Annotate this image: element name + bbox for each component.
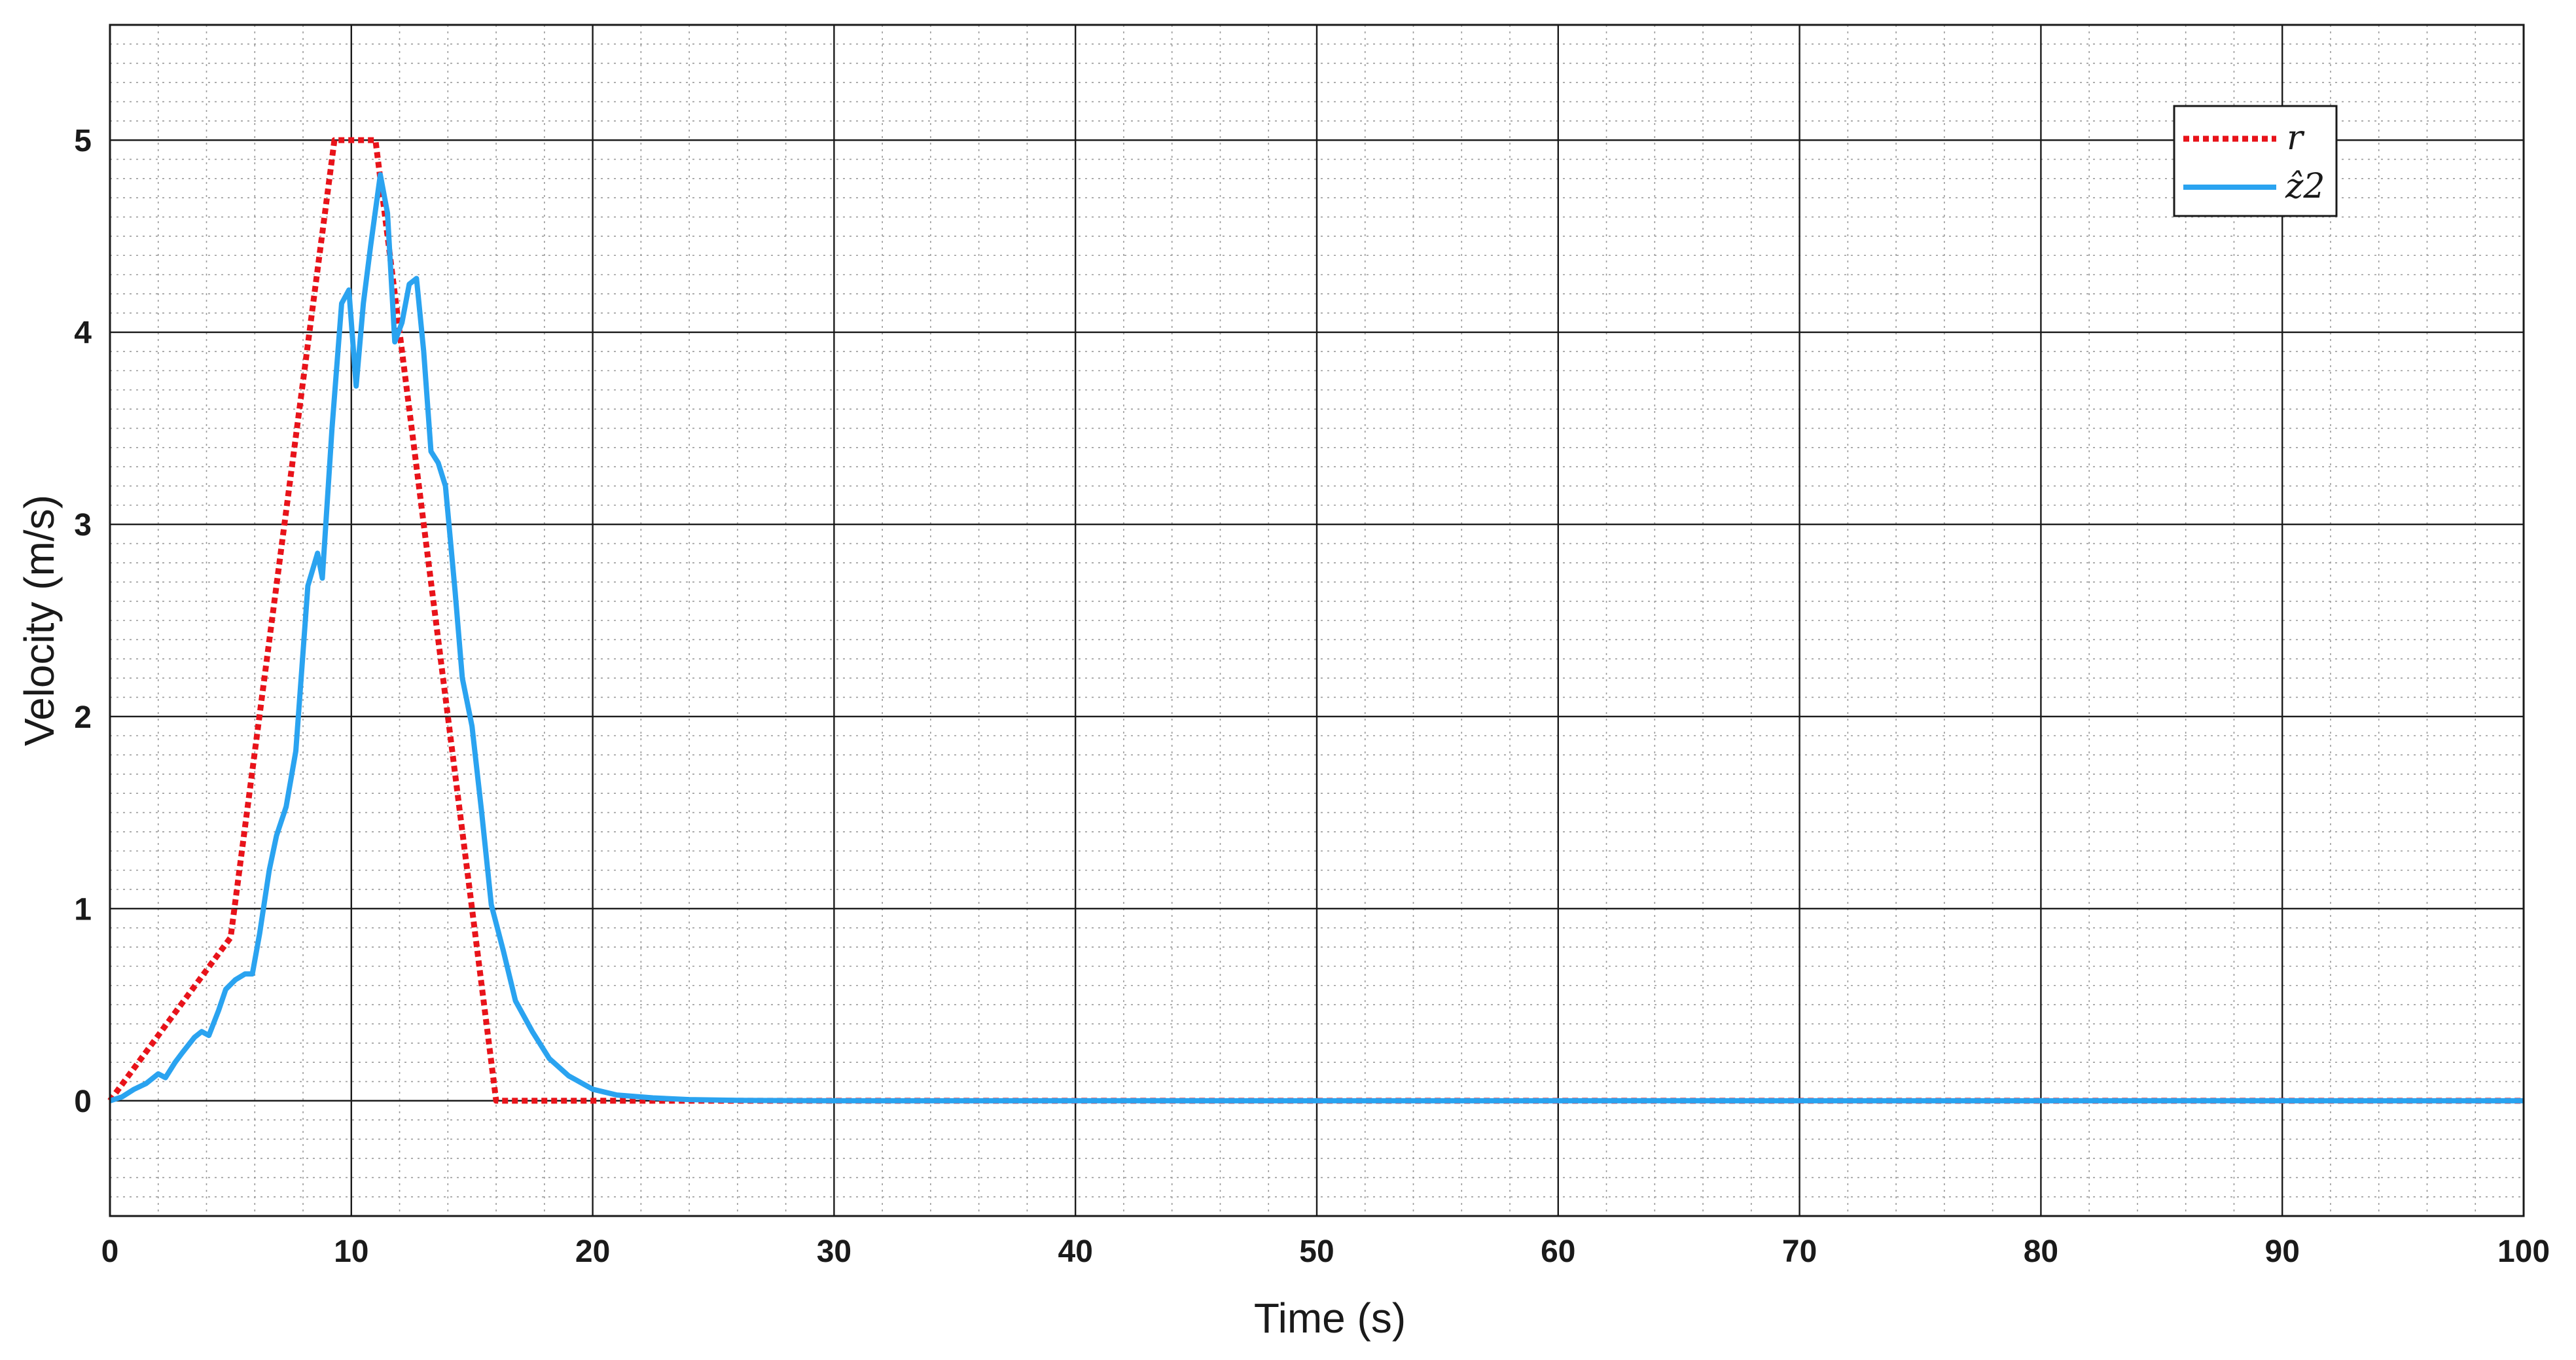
x-tick-label: 90 bbox=[2265, 1234, 2300, 1269]
x-tick-label: 10 bbox=[334, 1234, 368, 1269]
y-tick-label: 1 bbox=[74, 892, 92, 927]
series-line-z2-hat bbox=[109, 172, 2524, 1103]
major-grid bbox=[109, 25, 2525, 1216]
y-tick-label: 0 bbox=[74, 1084, 92, 1119]
legend-box bbox=[2173, 105, 2338, 217]
x-tick-label: 50 bbox=[1299, 1234, 1334, 1269]
y-axis-title: Velocity (m/s) bbox=[16, 495, 63, 746]
y-tick-label: 3 bbox=[74, 508, 92, 543]
plot-frame bbox=[109, 24, 2525, 1217]
x-tick-label: 60 bbox=[1541, 1234, 1575, 1269]
x-tick-labels: 0 10 20 30 40 50 60 70 80 90 100 bbox=[101, 1234, 2550, 1269]
x-tick-label: 30 bbox=[817, 1234, 851, 1269]
x-tick-label: 100 bbox=[2497, 1234, 2550, 1269]
x-axis-title: Time (s) bbox=[1254, 1295, 1406, 1342]
minor-grid bbox=[110, 25, 2524, 1216]
y-tick-label: 4 bbox=[74, 316, 92, 351]
y-tick-label: 2 bbox=[74, 700, 92, 735]
legend-label-r: r bbox=[2287, 118, 2305, 158]
y-tick-labels: 0 1 2 3 4 5 bbox=[74, 124, 92, 1119]
x-tick-label: 20 bbox=[575, 1234, 610, 1269]
x-tick-label: 80 bbox=[2024, 1234, 2058, 1269]
legend-label-z2-hat: ẑ2 bbox=[2285, 167, 2325, 206]
series-group bbox=[107, 137, 2524, 1104]
x-tick-label: 0 bbox=[101, 1234, 119, 1269]
x-tick-label: 70 bbox=[1782, 1234, 1817, 1269]
x-tick-label: 40 bbox=[1058, 1234, 1093, 1269]
legend: r ẑ2 bbox=[2173, 105, 2338, 217]
y-tick-label: 5 bbox=[74, 124, 92, 158]
